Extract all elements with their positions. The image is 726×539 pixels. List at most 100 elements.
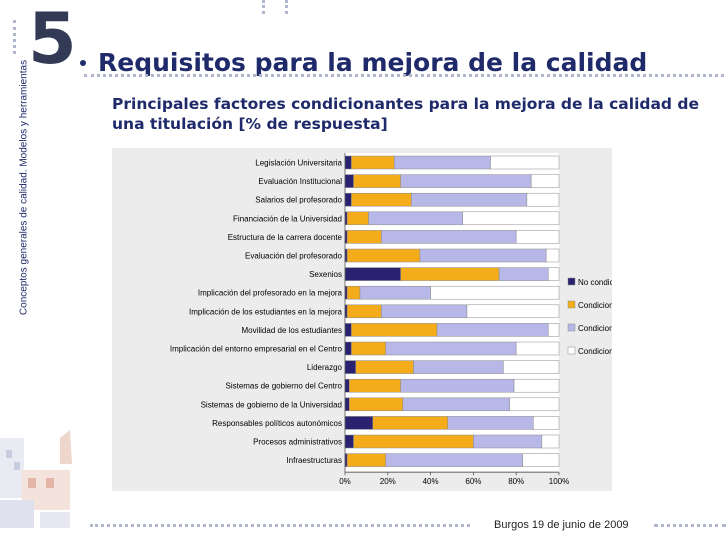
bar-segment bbox=[344, 174, 354, 188]
bar-segment bbox=[400, 174, 532, 188]
bar-segment bbox=[498, 267, 549, 281]
bar-segment bbox=[526, 192, 560, 207]
bar-segment bbox=[359, 285, 431, 300]
bar-segment bbox=[509, 397, 560, 412]
bar-segment bbox=[548, 323, 560, 337]
bar-segment bbox=[490, 155, 560, 170]
bar-segment bbox=[344, 378, 350, 393]
legend-swatch bbox=[567, 346, 576, 355]
bar-segment bbox=[353, 174, 401, 188]
footer-date: Burgos 19 de junio de 2009 bbox=[494, 519, 629, 531]
bar-segment bbox=[513, 378, 560, 393]
x-tick-label: 100% bbox=[549, 477, 569, 486]
bar-segment bbox=[413, 360, 504, 374]
category-label: Sexenios bbox=[309, 270, 342, 279]
bar-segment bbox=[344, 360, 356, 374]
category-label: Implicación del entorno empresarial en e… bbox=[170, 345, 343, 354]
bar-segment bbox=[522, 453, 560, 467]
category-label: Evaluación del profesorado bbox=[245, 252, 343, 261]
bar-segment bbox=[372, 416, 448, 430]
bar-segment bbox=[419, 248, 547, 263]
legend-swatch bbox=[567, 300, 576, 309]
building-illustration bbox=[0, 430, 72, 528]
category-label: Procesos administrativos bbox=[253, 438, 342, 447]
bar-segment bbox=[436, 323, 549, 337]
bar-segment bbox=[545, 248, 560, 263]
bar-segment bbox=[411, 192, 528, 207]
bar-segment bbox=[368, 211, 463, 226]
section-number: 5 bbox=[28, 0, 77, 80]
legend-label: No condiciona nada bbox=[578, 278, 612, 287]
bar-segment bbox=[473, 434, 543, 449]
category-label: Sistemas de gobierno de la Universidad bbox=[201, 400, 342, 409]
footer-dots-left bbox=[90, 524, 470, 527]
bar-segment bbox=[462, 211, 560, 226]
bar-segment bbox=[344, 397, 350, 412]
bar-segment bbox=[344, 155, 352, 170]
decorative-dots-left bbox=[13, 20, 20, 54]
x-tick-label: 20% bbox=[380, 477, 396, 486]
legend-swatch bbox=[567, 277, 576, 286]
category-label: Responsables políticos autonómicos bbox=[212, 419, 342, 428]
bar-segment bbox=[353, 434, 474, 449]
x-tick-label: 40% bbox=[423, 477, 439, 486]
bar-segment bbox=[351, 155, 395, 170]
bar-segment bbox=[385, 453, 523, 467]
bar-segment bbox=[349, 378, 401, 393]
bar-segment bbox=[385, 341, 517, 356]
category-label: Evaluación Institucional bbox=[258, 177, 342, 186]
bar-segment bbox=[344, 192, 352, 207]
bar-segment bbox=[351, 192, 412, 207]
legend-label: Condiciona poco bbox=[578, 301, 612, 310]
bar-segment bbox=[402, 397, 511, 412]
bar-segment bbox=[346, 453, 386, 467]
bar-segment bbox=[530, 174, 560, 188]
chart-background: Legislación Universitaria Evaluación Inst… bbox=[112, 148, 612, 491]
category-label: Estructura de la carrera docente bbox=[228, 233, 343, 242]
stacked-bar-chart: Legislación Universitaria Evaluación Inst… bbox=[170, 153, 612, 486]
page-title: Requisitos para la mejora de la calidad bbox=[98, 48, 648, 77]
category-label: Liderazgo bbox=[307, 363, 343, 372]
bar-segment bbox=[344, 434, 354, 449]
bar-segment bbox=[351, 323, 438, 337]
bar-segment bbox=[400, 267, 500, 281]
bar-segment bbox=[355, 360, 414, 374]
bar-segment bbox=[346, 304, 382, 319]
chart-subtitle: Principales factores condicionantes para… bbox=[112, 95, 700, 133]
bar-segment bbox=[344, 341, 352, 356]
bar-segment bbox=[447, 416, 534, 430]
footer-dots-right bbox=[654, 524, 726, 527]
bar-segment bbox=[344, 416, 374, 430]
x-tick-label: 0% bbox=[339, 477, 351, 486]
bar-segment bbox=[381, 230, 517, 244]
bar-segment bbox=[346, 248, 421, 263]
bar-segment bbox=[466, 304, 560, 319]
bar-segment bbox=[393, 155, 491, 170]
legend-label: Condiciona totalmente bbox=[578, 347, 612, 356]
bar-segment bbox=[381, 304, 468, 319]
bar-segment bbox=[344, 323, 352, 337]
category-label: Infraestructuras bbox=[286, 456, 342, 465]
bar-segment bbox=[344, 267, 401, 281]
bar-segment bbox=[346, 285, 361, 300]
bar-segment bbox=[515, 230, 560, 244]
category-label: Implicación del profesorado en la mejora bbox=[198, 289, 343, 298]
category-label: Legislación Universitaria bbox=[255, 159, 342, 168]
legend-swatch bbox=[567, 323, 576, 332]
legend-label: Condiciona bastante bbox=[578, 324, 612, 333]
bar-segment bbox=[351, 341, 386, 356]
bar-segment bbox=[541, 434, 560, 449]
bar-segment bbox=[346, 230, 382, 244]
category-label: Movilidad de los estudiantes bbox=[241, 326, 342, 335]
category-label: Financiación de la Universidad bbox=[233, 214, 342, 223]
bar-segment bbox=[430, 285, 560, 300]
x-tick-label: 80% bbox=[508, 477, 524, 486]
category-label: Implicación de los estudiantes en la mej… bbox=[189, 307, 343, 316]
title-bullet bbox=[80, 60, 86, 66]
bar-segment bbox=[533, 416, 560, 430]
bar-segment bbox=[548, 267, 560, 281]
category-label: Sistemas de gobierno del Centro bbox=[225, 382, 342, 391]
bar-segment bbox=[515, 341, 560, 356]
title-underline bbox=[84, 74, 724, 77]
bar-segment bbox=[400, 378, 515, 393]
